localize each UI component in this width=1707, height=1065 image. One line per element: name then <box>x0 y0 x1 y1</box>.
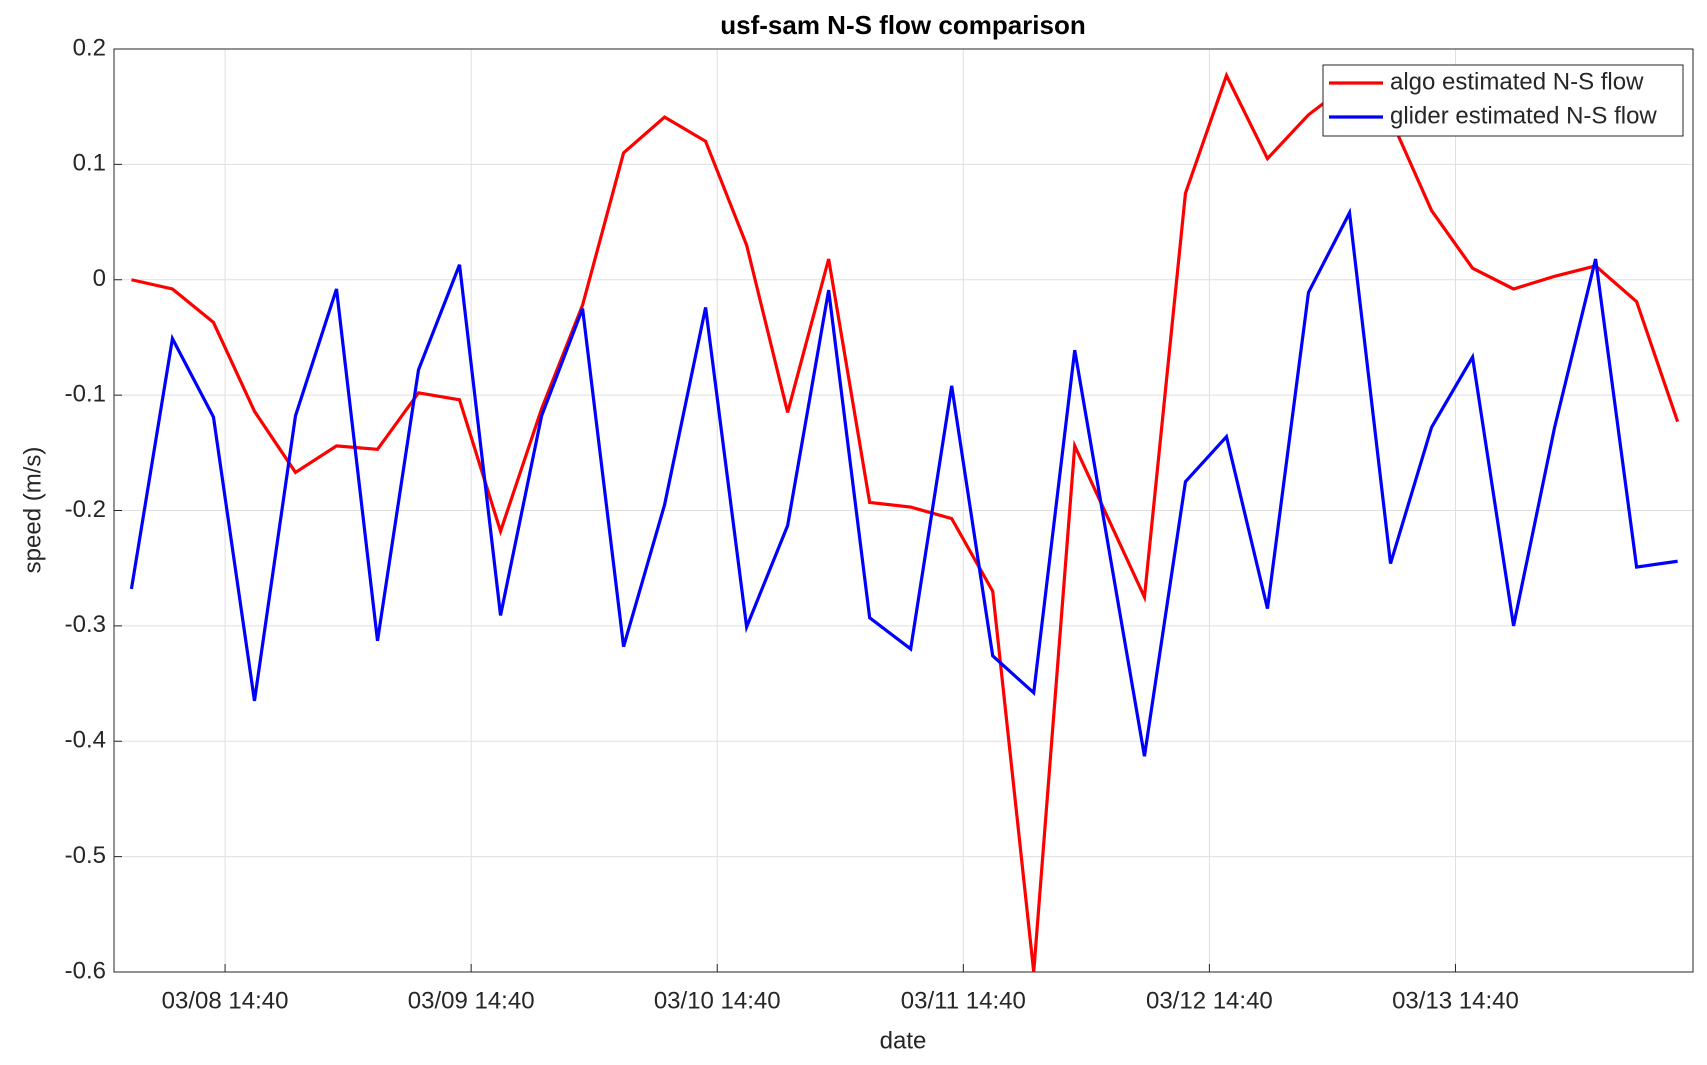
y-tick-label: -0.6 <box>65 957 106 984</box>
y-axis-label: speed (m/s) <box>19 447 46 574</box>
x-axis-label: date <box>880 1027 927 1054</box>
legend: algo estimated N-S flow glider estimated … <box>1322 64 1684 137</box>
x-tick-label: 03/09 14:40 <box>408 987 535 1014</box>
y-tick-label: -0.4 <box>65 727 106 754</box>
x-tick-label: 03/13 14:40 <box>1392 987 1519 1014</box>
y-tick-label: 0.2 <box>73 34 106 61</box>
legend-label: algo estimated N-S flow <box>1390 68 1644 95</box>
y-tick-label: -0.1 <box>65 380 106 407</box>
series-line <box>129 207 1678 757</box>
x-tick-label: 03/08 14:40 <box>162 987 289 1014</box>
x-tick-label: 03/12 14:40 <box>1146 987 1273 1014</box>
legend-label: glider estimated N-S flow <box>1390 102 1657 129</box>
chart-title: usf-sam N-S flow comparison <box>720 10 1086 40</box>
y-tick-label: 0.1 <box>73 150 106 177</box>
y-tick-label: -0.2 <box>65 496 106 523</box>
x-tick-label: 03/10 14:40 <box>654 987 781 1014</box>
y-tick-label: 0 <box>93 265 106 292</box>
legend-box <box>1322 64 1684 137</box>
x-tick-label: 03/11 14:40 <box>901 987 1026 1014</box>
series-line <box>131 71 1680 973</box>
plot-frame <box>113 48 1694 973</box>
y-tick-label: -0.5 <box>65 842 106 869</box>
y-tick-label: -0.3 <box>65 611 106 638</box>
